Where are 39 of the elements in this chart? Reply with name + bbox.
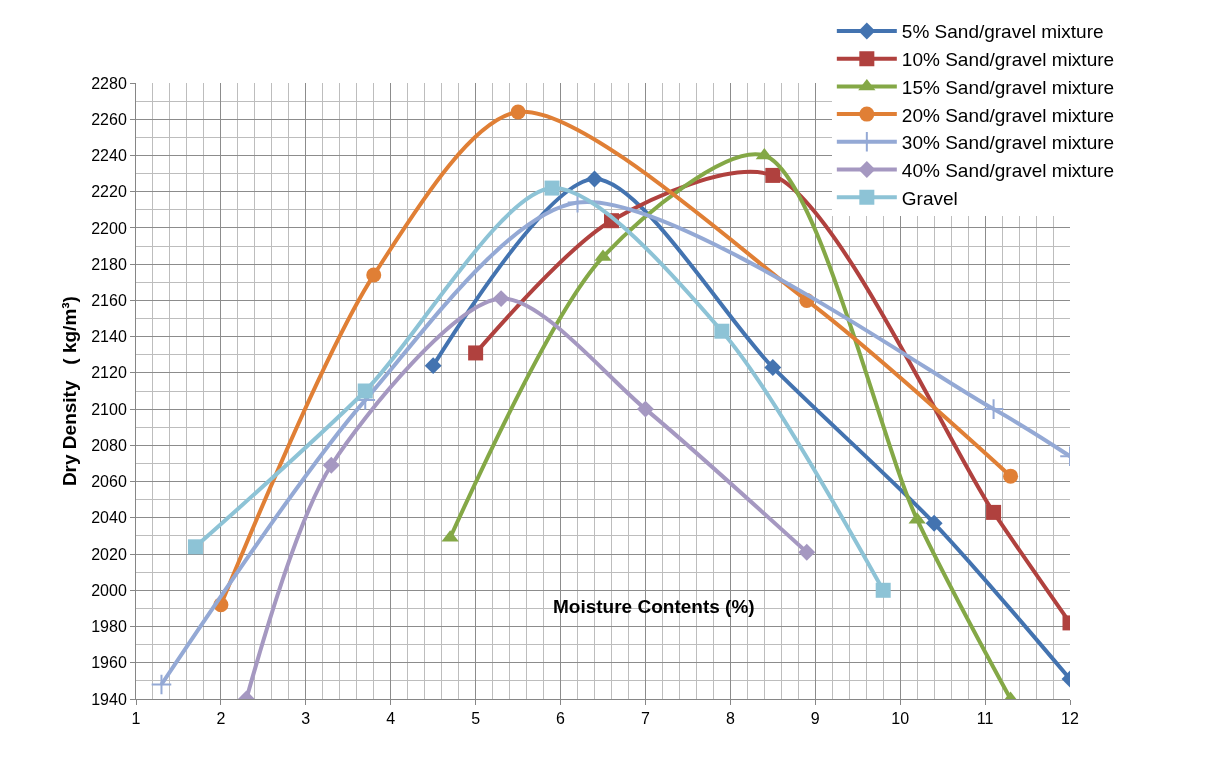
y-tick-label: 2100	[91, 400, 127, 418]
y-tick-label: 2140	[91, 328, 127, 346]
legend-label: 5% Sand/gravel mixture	[901, 21, 1104, 43]
y-tick-label: 2060	[91, 473, 127, 491]
x-tick-label: 3	[301, 710, 311, 728]
x-tick-label: 10	[891, 710, 910, 728]
y-tick-label: 2020	[91, 545, 127, 563]
y-tick-label: 2180	[91, 255, 127, 273]
x-tick-label: 7	[641, 710, 650, 728]
y-tick-label: 2260	[91, 110, 127, 128]
x-tick-label: 9	[810, 710, 820, 728]
y-tick-label: 2000	[91, 581, 127, 599]
x-tick-label: 5	[471, 710, 481, 728]
x-tick-label: 1	[131, 710, 141, 728]
y-axis-title: Dry Density ( kg/m³)	[59, 296, 81, 487]
x-tick-label: 11	[976, 710, 994, 728]
y-tick-label: 2080	[91, 436, 127, 454]
x-axis-title: Moisture Contents (%)	[553, 596, 755, 617]
y-tick-label: 2040	[91, 509, 127, 527]
y-tick-label: 2220	[91, 183, 127, 201]
y-tick-label: 1940	[91, 690, 127, 708]
x-tick-label: 4	[386, 710, 396, 728]
x-tick-label: 6	[556, 710, 566, 728]
y-tick-label: 1980	[91, 618, 127, 636]
legend-label: 30% Sand/gravel mixture	[901, 132, 1115, 154]
legend-label: 40% Sand/gravel mixture	[901, 159, 1115, 181]
y-tick-label: 2240	[91, 147, 127, 165]
y-tick-label: 2200	[91, 219, 127, 237]
legend-label: 10% Sand/gravel mixture	[901, 49, 1115, 71]
x-tick-label: 12	[1061, 710, 1079, 728]
y-tick-label: 1960	[91, 654, 127, 672]
legend-label: 20% Sand/gravel mixture	[901, 104, 1115, 126]
x-tick-label: 8	[725, 710, 735, 728]
y-tick-label: 2120	[91, 364, 127, 382]
legend-label: 15% Sand/gravel mixture	[901, 76, 1115, 98]
legend-label: Gravel	[901, 187, 958, 209]
y-tick-label: 2280	[91, 74, 127, 92]
y-tick-label: 2160	[91, 292, 127, 310]
x-tick-label: 2	[216, 710, 226, 728]
